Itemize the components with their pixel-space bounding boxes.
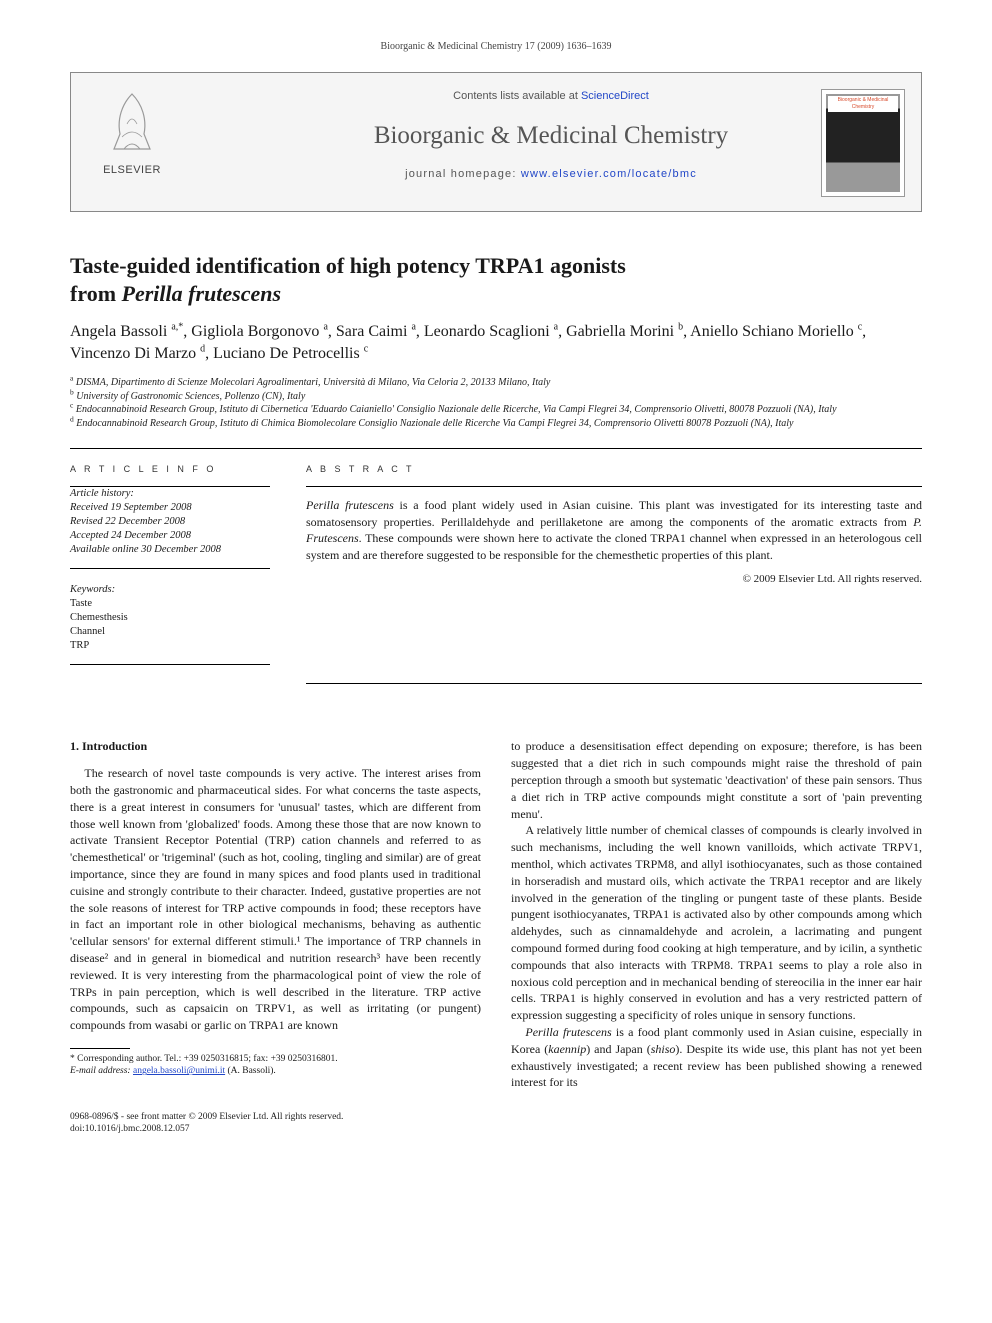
body-text: ) and Japan ( (586, 1042, 650, 1056)
running-header: Bioorganic & Medicinal Chemistry 17 (200… (70, 40, 922, 54)
journal-header-box: ELSEVIER Contents lists available at Sci… (70, 72, 922, 212)
affiliation-line: a DISMA, Dipartimento di Scienze Molecol… (70, 376, 922, 390)
publisher-name: ELSEVIER (87, 163, 177, 178)
rule-abs-2 (306, 683, 922, 684)
body-columns: 1. Introduction The research of novel ta… (70, 738, 922, 1091)
article-title: Taste-guided identification of high pote… (70, 252, 922, 307)
body-col-right: to produce a desensitisation effect depe… (511, 738, 922, 1091)
footnote-email-label: E-mail address: (70, 1066, 131, 1076)
info-abstract-row: A R T I C L E I N F O Article history: R… (70, 449, 922, 688)
keyword: Chemesthesis (70, 611, 270, 625)
footnote-corr: * Corresponding author. Tel.: +39 025031… (70, 1053, 481, 1065)
homepage-link[interactable]: www.elsevier.com/locate/bmc (521, 168, 697, 180)
authors-list: Angela Bassoli a,*, Gigliola Borgonovo a… (70, 321, 922, 364)
cover-title: Bioorganic & Medicinal Chemistry (828, 96, 898, 112)
section-heading-1: 1. Introduction (70, 738, 481, 755)
journal-homepage: journal homepage: www.elsevier.com/locat… (201, 167, 901, 182)
abstract-ital1: Perilla frutescens (306, 498, 394, 512)
abstract-col: A B S T R A C T Perilla frutescens is a … (306, 463, 922, 684)
doi-line: doi:10.1016/j.bmc.2008.12.057 (70, 1123, 922, 1135)
body-paragraph: The research of novel taste compounds is… (70, 765, 481, 1034)
keyword: Taste (70, 597, 270, 611)
history-line: Received 19 September 2008 (70, 501, 270, 515)
keywords-label: Keywords: (70, 583, 270, 597)
abstract-mid1: is a food plant widely used in Asian cui… (306, 498, 922, 529)
rule-info-2 (70, 664, 270, 665)
contents-prefix: Contents lists available at (453, 90, 581, 102)
body-paragraph: Perilla frutescens is a food plant commo… (511, 1024, 922, 1091)
affiliation-line: b University of Gastronomic Sciences, Po… (70, 390, 922, 404)
sciencedirect-link[interactable]: ScienceDirect (581, 90, 649, 102)
abstract-mid2: . These compounds were shown here to act… (306, 531, 922, 562)
abstract-label: A B S T R A C T (306, 463, 922, 476)
journal-name: Bioorganic & Medicinal Chemistry (201, 118, 901, 153)
abstract-text: Perilla frutescens is a food plant widel… (306, 497, 922, 564)
body-ital: Perilla frutescens (525, 1025, 611, 1039)
body-ital: kaennip (548, 1042, 586, 1056)
affiliation-line: c Endocannabinoid Research Group, Istitu… (70, 403, 922, 417)
body-paragraph: A relatively little number of chemical c… (511, 822, 922, 1024)
history-line: Available online 30 December 2008 (70, 543, 270, 557)
article-info-label: A R T I C L E I N F O (70, 463, 270, 476)
footnote-email-post: (A. Bassoli). (225, 1066, 276, 1076)
history-line: Revised 22 December 2008 (70, 515, 270, 529)
publisher-logo: ELSEVIER (87, 89, 177, 178)
keywords-block: Keywords: Taste Chemesthesis Channel TRP (70, 583, 270, 664)
affiliations: a DISMA, Dipartimento di Scienze Molecol… (70, 376, 922, 430)
homepage-prefix: journal homepage: (405, 168, 521, 180)
contents-line: Contents lists available at ScienceDirec… (201, 89, 901, 104)
rule-abs-1 (306, 486, 922, 487)
footnote-email-link[interactable]: angela.bassoli@unimi.it (133, 1066, 225, 1076)
keyword: Channel (70, 625, 270, 639)
history-line: Accepted 24 December 2008 (70, 529, 270, 543)
abstract-copyright: © 2009 Elsevier Ltd. All rights reserved… (306, 572, 922, 587)
title-line1: Taste-guided identification of high pote… (70, 253, 626, 278)
article-info-col: A R T I C L E I N F O Article history: R… (70, 463, 270, 684)
history-label: Article history: (70, 487, 270, 501)
title-line2-ital: Perilla frutescens (122, 281, 282, 306)
footnote-rule (70, 1048, 130, 1049)
front-matter-footer: 0968-0896/$ - see front matter © 2009 El… (70, 1111, 922, 1136)
front-matter-line: 0968-0896/$ - see front matter © 2009 El… (70, 1111, 922, 1123)
journal-cover-thumb: Bioorganic & Medicinal Chemistry (821, 89, 905, 197)
body-ital: shiso (651, 1042, 676, 1056)
body-col-left: 1. Introduction The research of novel ta… (70, 738, 481, 1091)
article-history: Article history: Received 19 September 2… (70, 487, 270, 569)
body-paragraph: to produce a desensitisation effect depe… (511, 738, 922, 822)
elsevier-tree-icon (102, 89, 162, 159)
keyword: TRP (70, 639, 270, 653)
affiliation-line: d Endocannabinoid Research Group, Istitu… (70, 417, 922, 431)
title-line2-prefix: from (70, 281, 122, 306)
corresponding-author-footnote: * Corresponding author. Tel.: +39 025031… (70, 1053, 481, 1078)
